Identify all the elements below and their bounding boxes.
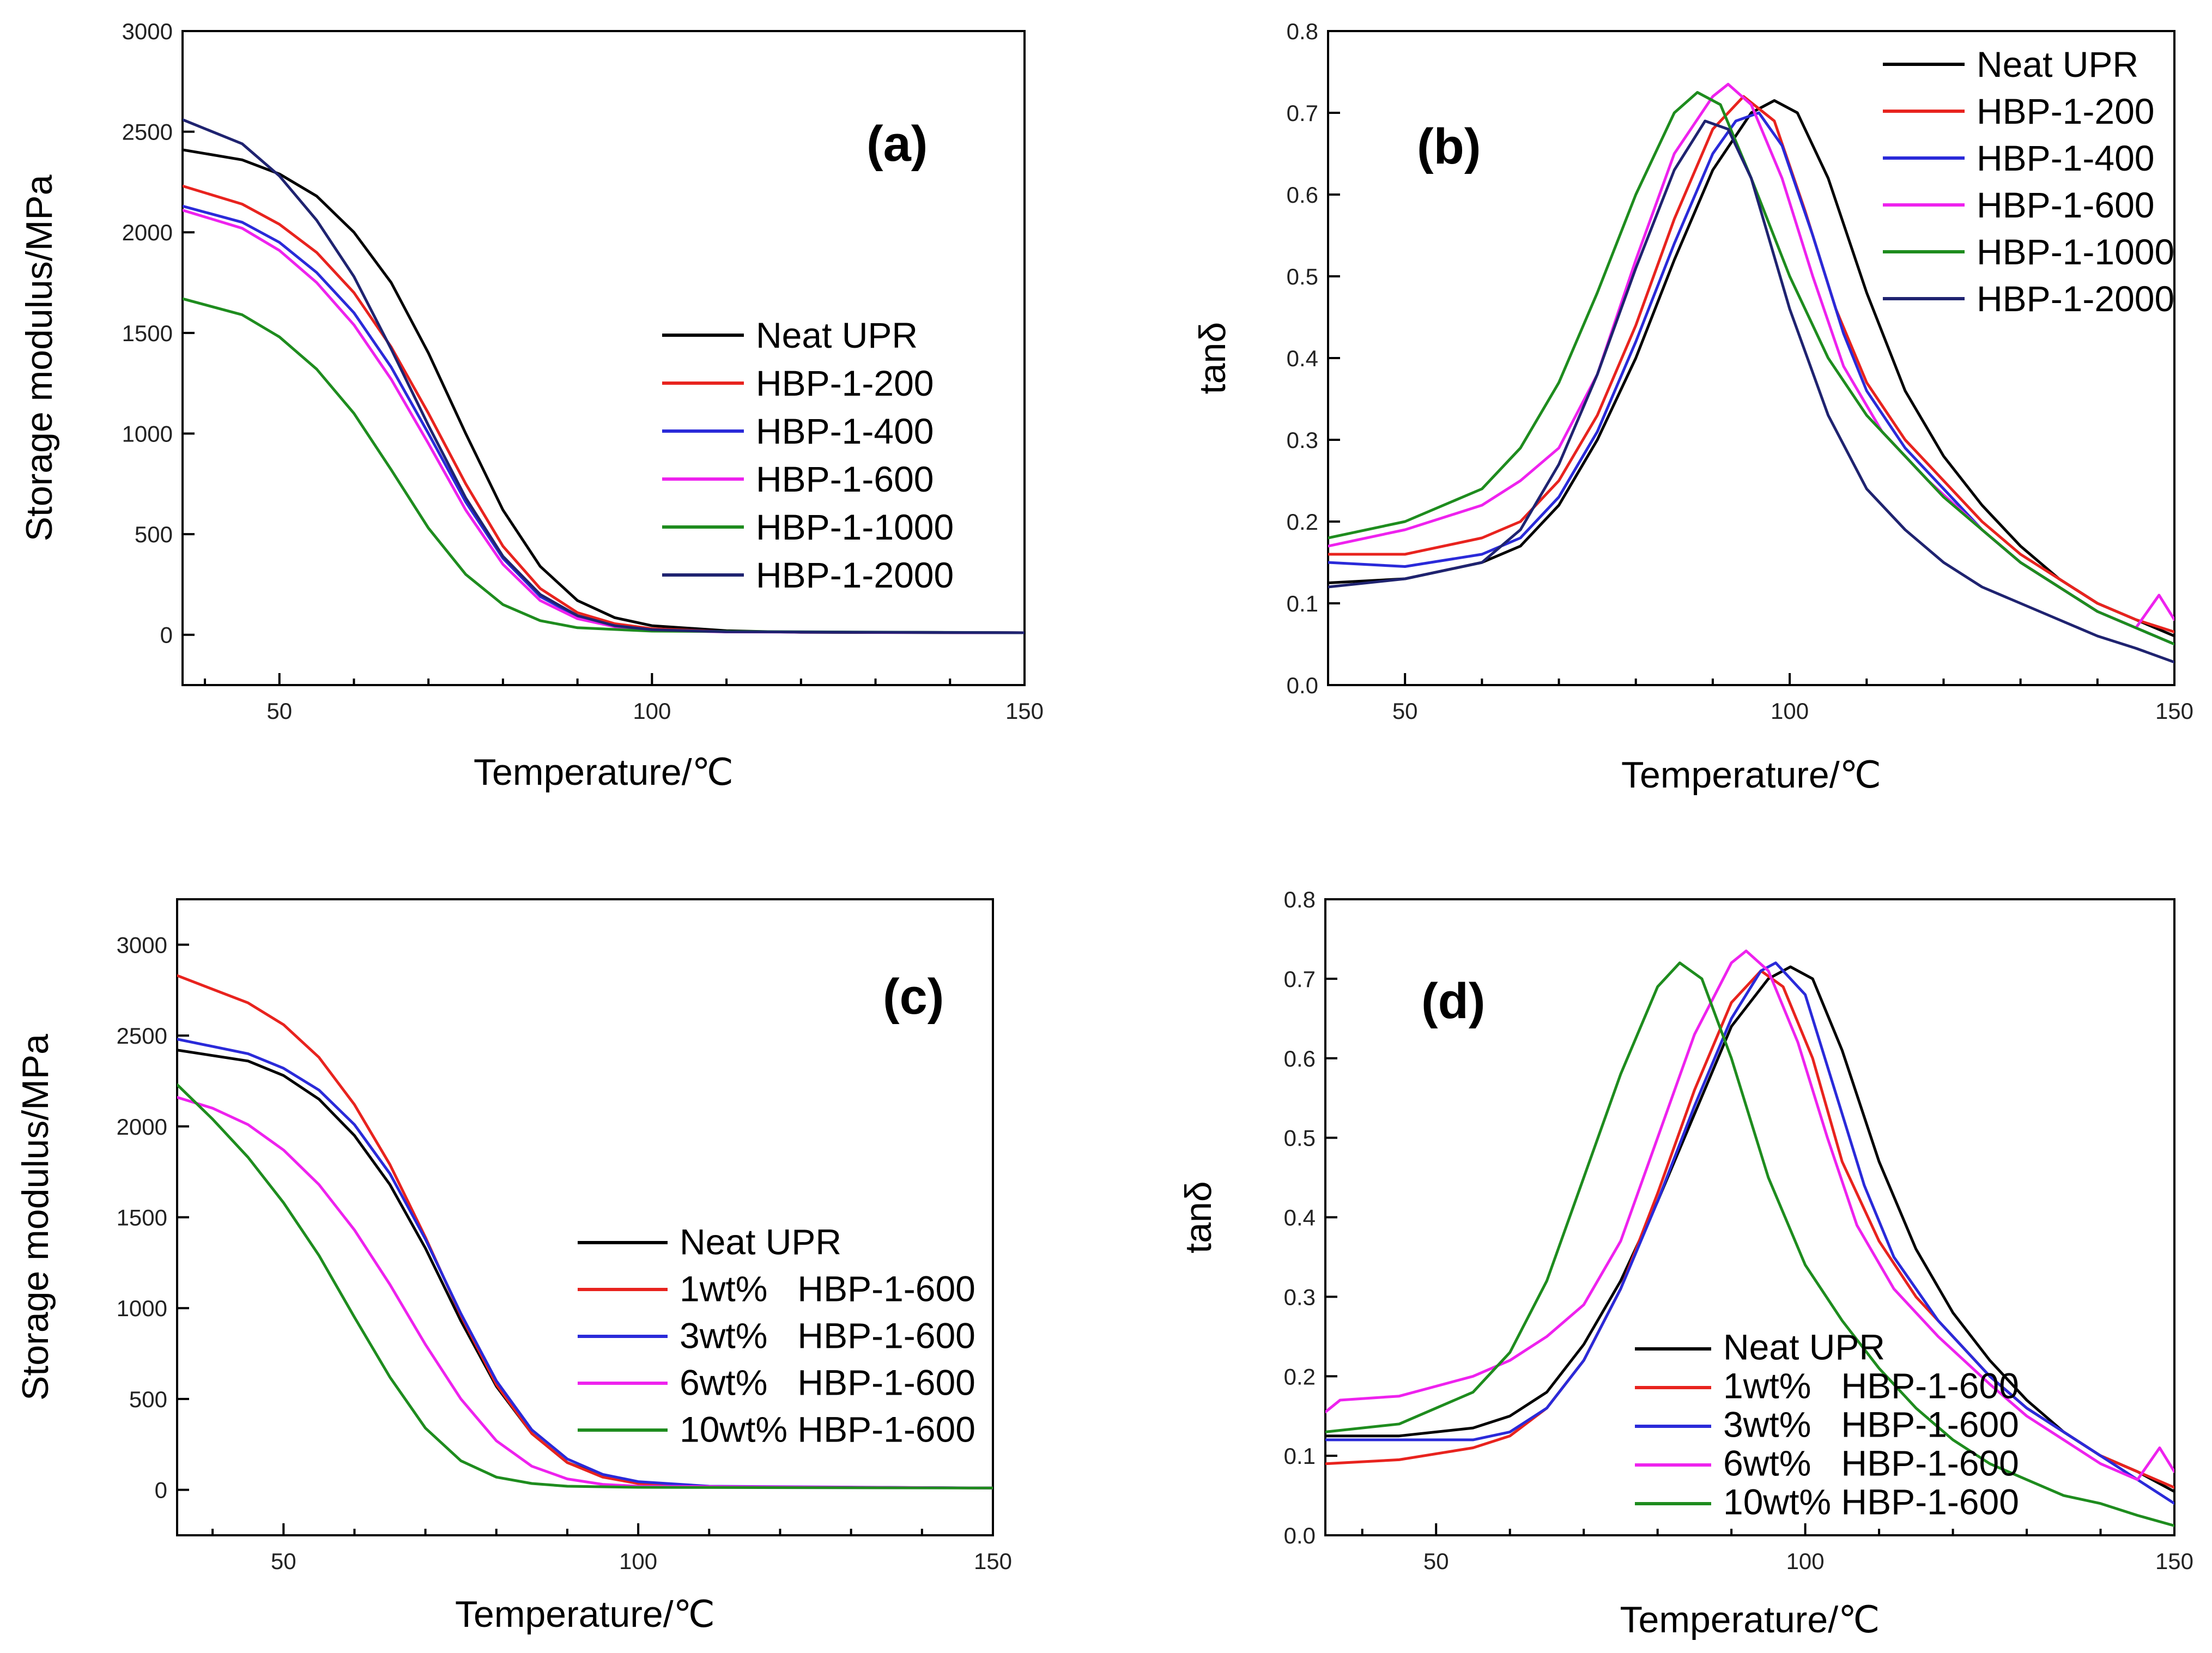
x-axis-label: Temperature/℃ [474, 752, 734, 793]
legend-label: 10wt% HBP-1-600 [680, 1409, 975, 1450]
legend-label: HBP-1-2000 [1977, 278, 2174, 319]
legend-label: HBP-1-400 [1977, 138, 2155, 178]
y-tick-label: 0.8 [1287, 19, 1318, 44]
y-tick-label: 0.3 [1284, 1284, 1316, 1310]
y-axis-label: Storage modulus/MPa [15, 1034, 56, 1401]
y-axis-label: tanδ [1178, 1181, 1219, 1253]
x-axis-label: Temperature/℃ [455, 1594, 715, 1635]
series-line-5 [183, 297, 1025, 634]
x-tick-label: 50 [1392, 698, 1418, 724]
series-line-4 [177, 1095, 993, 1489]
x-tick-label: 50 [266, 698, 292, 724]
x-tick-label: 150 [1005, 698, 1044, 724]
x-tick-label: 150 [2155, 698, 2193, 724]
x-tick-label: 50 [271, 1548, 296, 1574]
series-line-3 [177, 1038, 993, 1489]
y-tick-label: 0.7 [1287, 100, 1318, 126]
legend-label: 3wt% HBP-1-600 [680, 1316, 975, 1356]
legend-label: HBP-1-200 [756, 363, 934, 403]
y-tick-label: 0.6 [1284, 1046, 1316, 1071]
series-line-5 [1325, 961, 2174, 1527]
legend-label: HBP-1-400 [756, 411, 934, 451]
legend-label: HBP-1-600 [1977, 185, 2155, 225]
legend-label: 6wt% HBP-1-600 [1723, 1443, 2019, 1484]
x-tick-label: 100 [633, 698, 671, 724]
x-tick-label: 100 [619, 1548, 657, 1574]
y-tick-label: 1500 [122, 320, 173, 346]
y-tick-label: 1000 [117, 1295, 167, 1321]
y-tick-label: 0.6 [1287, 182, 1318, 208]
legend-label: 3wt% HBP-1-600 [1723, 1404, 2019, 1445]
y-tick-label: 2500 [117, 1023, 167, 1049]
series-line-1 [1328, 99, 2174, 638]
y-tick-label: 2000 [117, 1114, 167, 1140]
y-tick-label: 0.0 [1287, 673, 1318, 698]
legend-label: 1wt% HBP-1-600 [680, 1269, 975, 1309]
chart-panel-3: 50 100 150050010001500200025003000Temperat… [15, 898, 1012, 1635]
y-tick-label: 0.1 [1284, 1443, 1316, 1469]
y-tick-label: 0.1 [1287, 591, 1318, 616]
legend-label: Neat UPR [1723, 1327, 1885, 1367]
panel-label: (a) [866, 116, 928, 172]
y-tick-label: 0.8 [1284, 887, 1316, 912]
legend-label: HBP-1-600 [756, 459, 934, 499]
y-tick-label: 0.5 [1287, 264, 1318, 289]
series-line-4 [1325, 949, 2174, 1481]
series-line-1 [1325, 965, 2174, 1493]
panel-label: (b) [1417, 119, 1481, 174]
chart-panel-1: 50 100 150050010001500200025003000Temperat… [19, 19, 1044, 793]
y-tick-label: 2000 [122, 220, 173, 245]
x-tick-label: 100 [1786, 1548, 1825, 1574]
legend-label: 10wt% HBP-1-600 [1723, 1482, 2019, 1522]
y-tick-label: 0.5 [1284, 1125, 1316, 1151]
x-tick-label: 150 [974, 1548, 1012, 1574]
y-tick-label: 3000 [122, 19, 173, 44]
y-tick-label: 3000 [117, 932, 167, 958]
legend-label: HBP-1-2000 [756, 555, 954, 595]
series-line-5 [1328, 91, 2174, 646]
x-tick-label: 50 [1423, 1548, 1449, 1574]
x-axis-label: Temperature/℃ [1621, 754, 1881, 796]
series-line-3 [1325, 961, 2174, 1505]
x-axis-label: Temperature/℃ [1620, 1599, 1880, 1640]
chart-panel-2: 50 100 150 0.0 0.1 0.2 0.3 0.4 0.5 0.6 0.7 0.8 Tempe… [1192, 19, 2193, 796]
y-axis-label: Storage modulus/MPa [19, 174, 60, 541]
series-line-5 [177, 1083, 993, 1489]
y-tick-label: 0.2 [1287, 509, 1318, 535]
y-tick-label: 0.0 [1284, 1523, 1316, 1548]
y-tick-label: 0.7 [1284, 966, 1316, 992]
series-line-6 [1328, 119, 2174, 664]
y-tick-label: 0.4 [1284, 1205, 1316, 1231]
x-tick-label: 150 [2155, 1548, 2193, 1574]
y-tick-label: 0.4 [1287, 346, 1318, 371]
panel-label: (c) [883, 969, 944, 1025]
y-axis-label: tanδ [1192, 322, 1233, 394]
y-tick-label: 500 [129, 1386, 167, 1412]
y-tick-label: 2500 [122, 119, 173, 145]
x-tick-label: 100 [1771, 698, 1809, 724]
legend-label: HBP-1-1000 [756, 507, 954, 547]
y-tick-label: 0 [160, 622, 173, 648]
legend-label: 1wt% HBP-1-600 [1723, 1366, 2019, 1406]
y-tick-label: 0.2 [1284, 1364, 1316, 1389]
series-line-6 [183, 118, 1025, 634]
legend-label: 6wt% HBP-1-600 [680, 1363, 975, 1403]
legend-label: Neat UPR [1977, 44, 2138, 84]
y-tick-label: 500 [135, 522, 173, 547]
series-line-1 [183, 148, 1025, 634]
y-tick-label: 0 [155, 1478, 167, 1503]
legend-label: Neat UPR [756, 315, 918, 355]
legend-label: HBP-1-200 [1977, 91, 2155, 131]
panel-label: (d) [1421, 973, 1485, 1029]
y-tick-label: 0.3 [1287, 427, 1318, 453]
legend-label: HBP-1-1000 [1977, 232, 2174, 272]
plot-frame [181, 30, 1026, 686]
legend-label: Neat UPR [680, 1222, 841, 1262]
y-tick-label: 1500 [117, 1205, 167, 1231]
y-tick-label: 1000 [122, 421, 173, 446]
chart-panel-4: 50 100 150 0.0 0.1 0.2 0.3 0.4 0.5 0.6 0.7 0.8 Tempe… [1178, 887, 2193, 1640]
